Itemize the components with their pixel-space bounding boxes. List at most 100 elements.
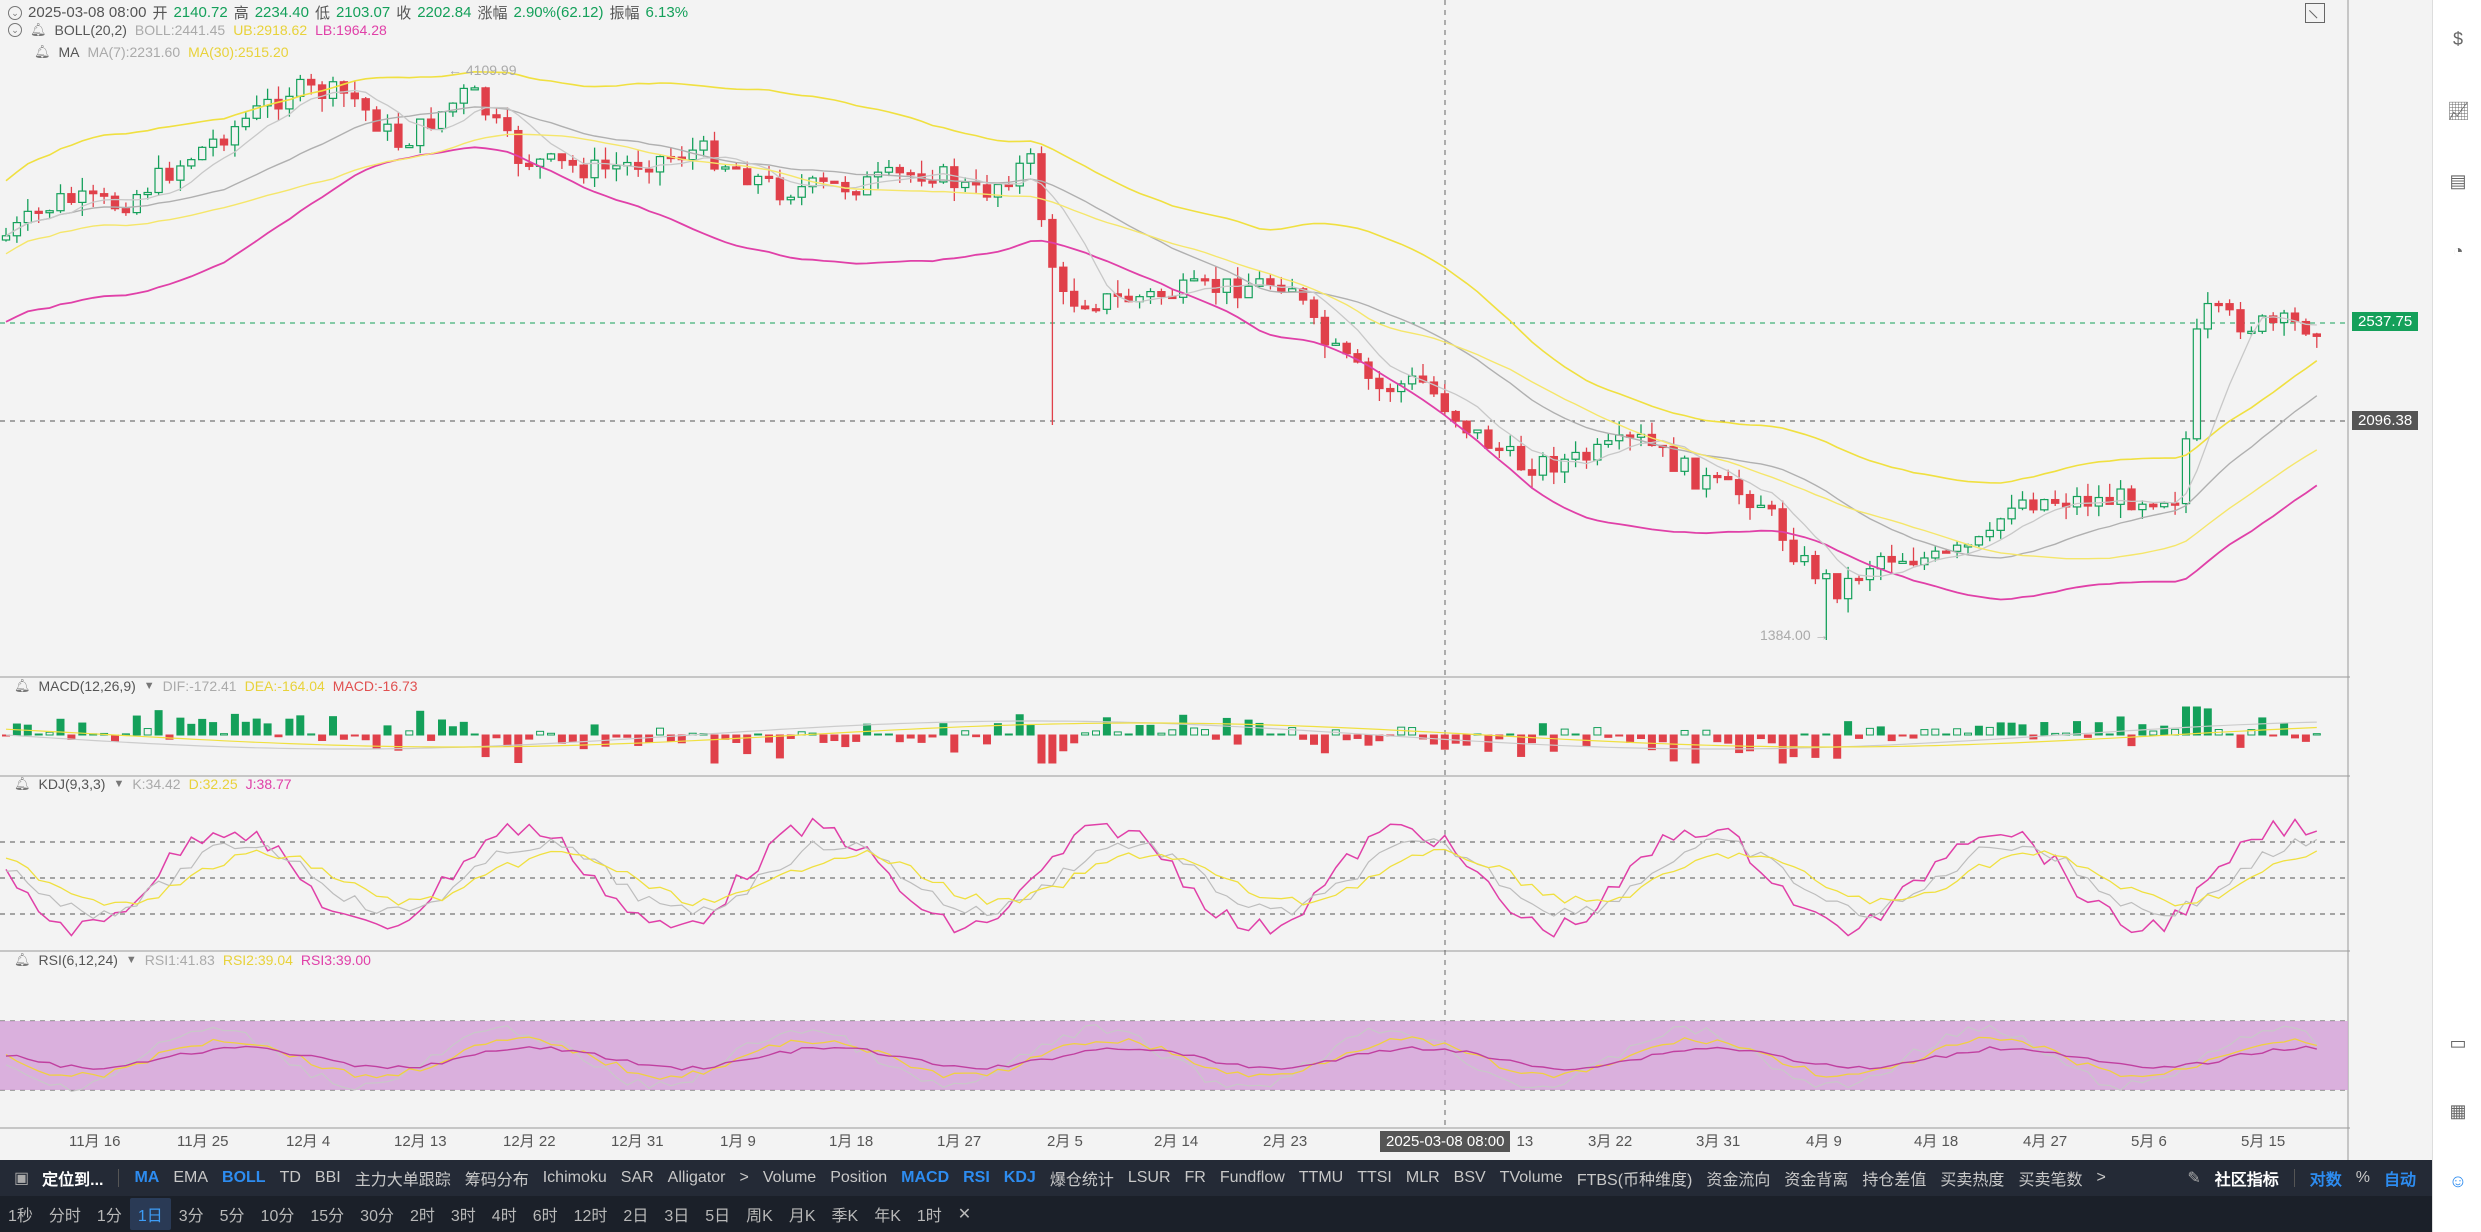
indicator-item[interactable]: BOLL <box>222 1169 266 1186</box>
indicator-item[interactable]: Alligator <box>667 1169 726 1186</box>
grid-icon[interactable]: ▦ <box>2449 1101 2467 1121</box>
indicator-item[interactable]: 买卖笔数 <box>2018 1172 2083 1189</box>
locate-button[interactable]: 定位到... <box>42 1172 104 1189</box>
candlestick-chart[interactable]: 4191.293716.313295.162921.732590.632297.… <box>0 0 2350 1160</box>
indicator-item[interactable]: > <box>2096 1169 2106 1186</box>
timeframe-item[interactable]: 5分 <box>219 1208 245 1225</box>
caret-down-icon[interactable]: ▼ <box>143 680 155 692</box>
indicator-item[interactable]: MACD <box>901 1169 950 1186</box>
community-indicators-button[interactable]: 社区指标 <box>2214 1172 2279 1189</box>
timeframe-item[interactable]: 12时 <box>573 1208 608 1225</box>
timeframe-item[interactable]: 10分 <box>260 1208 295 1225</box>
indicator-item[interactable]: 筹码分布 <box>464 1172 529 1189</box>
x-tick-label: 12月 4 <box>286 1133 330 1150</box>
candle <box>1048 214 1057 425</box>
indicator-item[interactable]: FTBS(币种维度) <box>1576 1172 1693 1189</box>
timeframe-item[interactable]: 3时 <box>450 1208 476 1225</box>
indicator-item[interactable]: MA <box>134 1169 160 1186</box>
indicator-item[interactable]: 资金流向 <box>1706 1172 1771 1189</box>
candle-body <box>1854 577 1864 582</box>
timeframe-item[interactable]: 季K <box>831 1208 859 1225</box>
indicator-item[interactable]: Volume <box>762 1169 817 1186</box>
candle-body <box>1702 474 1711 490</box>
indicator-item[interactable]: TTMU <box>1298 1169 1344 1186</box>
chart-area[interactable]: 4191.293716.313295.162921.732590.632297.… <box>0 0 2350 1160</box>
macd-dea-value: DEA:-164.04 <box>244 678 325 694</box>
timeframe-item[interactable]: 15分 <box>310 1208 345 1225</box>
bell-icon[interactable]: 🔔︎ <box>14 678 31 693</box>
candle <box>1037 146 1046 227</box>
indicator-item[interactable]: 资金背离 <box>1784 1172 1849 1189</box>
ma-legend[interactable]: 🔔︎ MA MA(7):2231.60 MA(30):2515.20 <box>34 44 289 60</box>
timeframe-item[interactable]: 6时 <box>532 1208 558 1225</box>
timeframe-item[interactable]: 3日 <box>664 1208 690 1225</box>
timeframe-item[interactable]: 2日 <box>623 1208 649 1225</box>
indicator-item[interactable]: BBI <box>314 1169 341 1186</box>
timeframe-item[interactable]: 周K <box>746 1208 773 1225</box>
chevron-down-icon[interactable]: ⌄ <box>8 23 22 37</box>
timeframe-item[interactable]: 2时 <box>409 1208 435 1225</box>
timeframe-item[interactable]: 3分 <box>178 1208 204 1225</box>
indicator-item[interactable]: SAR <box>620 1169 654 1186</box>
auto-scale-toggle[interactable]: 自动 <box>2383 1172 2416 1189</box>
timeframe-item[interactable]: 30分 <box>360 1208 394 1225</box>
indicator-item[interactable]: EMA <box>173 1169 209 1186</box>
trend-chart-icon[interactable]: 📈︎ <box>2447 101 2470 121</box>
macd-bar <box>1702 729 1711 736</box>
gauge-icon[interactable]: ◔ <box>2452 241 2464 261</box>
indicator-item[interactable]: FR <box>1184 1169 1206 1186</box>
macd-bar <box>1026 724 1035 736</box>
caret-down-icon[interactable]: ▼ <box>125 954 137 966</box>
indicator-item[interactable]: Fundflow <box>1219 1169 1285 1186</box>
candle-body <box>437 111 447 130</box>
indicator-item[interactable]: TTSI <box>1357 1169 1392 1186</box>
grid-small-icon[interactable]: ▣ <box>14 1170 30 1187</box>
indicator-item[interactable]: KDJ <box>1003 1169 1036 1186</box>
timeframe-item[interactable]: ✕ <box>957 1206 972 1223</box>
log-scale-toggle[interactable]: 对数 <box>2309 1172 2342 1189</box>
boll-legend[interactable]: ⌄ 🔔︎ BOLL(20,2) BOLL:2441.45 UB:2918.62 … <box>8 22 387 38</box>
bell-icon[interactable]: 🔔︎ <box>14 952 31 967</box>
indicator-item[interactable]: > <box>739 1169 749 1186</box>
indicator-item[interactable]: Position <box>830 1169 888 1186</box>
indicator-item[interactable]: Ichimoku <box>542 1169 607 1186</box>
caret-down-icon[interactable]: ▼ <box>113 778 125 790</box>
bell-icon[interactable]: 🔔︎ <box>14 776 31 791</box>
indicator-item[interactable]: MLR <box>1405 1169 1440 1186</box>
bell-icon[interactable]: 🔔︎ <box>30 22 47 37</box>
candle-body <box>1320 316 1330 346</box>
timeframe-item[interactable]: 1日 <box>129 1198 171 1230</box>
indicator-item[interactable]: 持仓差值 <box>1862 1172 1927 1189</box>
timeframe-item[interactable]: 1时 <box>916 1208 942 1225</box>
edit-icon[interactable]: ✎ <box>2187 1170 2201 1187</box>
indicator-item[interactable]: LSUR <box>1127 1169 1171 1186</box>
rsi-legend[interactable]: 🔔︎ RSI(6,12,24) ▼ RSI1:41.83 RSI2:39.04 … <box>14 952 371 968</box>
timeframe-item[interactable]: 1分 <box>96 1208 122 1225</box>
timeframe-item[interactable]: 5日 <box>705 1208 731 1225</box>
dollar-icon[interactable]: $ <box>2452 29 2463 49</box>
macd-legend[interactable]: 🔔︎ MACD(12,26,9) ▼ DIF:-172.41 DEA:-164.… <box>14 678 418 694</box>
indicator-item[interactable]: 爆仓统计 <box>1049 1172 1114 1189</box>
indicator-item[interactable]: 主力大单跟踪 <box>354 1172 451 1189</box>
timeframe-item[interactable]: 1秒 <box>8 1208 33 1225</box>
robot-icon[interactable]: ☺ <box>2448 1171 2468 1191</box>
panel-icon[interactable]: ▤ <box>2449 171 2467 191</box>
indicator-item[interactable]: BSV <box>1453 1169 1486 1186</box>
kdj-legend[interactable]: 🔔︎ KDJ(9,3,3) ▼ K:34.42 D:32.25 J:38.77 <box>14 776 292 792</box>
chevron-down-icon[interactable]: ⌄ <box>8 5 22 20</box>
indicator-item[interactable]: 买卖热度 <box>1940 1172 2005 1189</box>
timeframe-item[interactable]: 分时 <box>48 1208 81 1225</box>
x-tick-label: 1月 27 <box>937 1133 981 1150</box>
layout-icon[interactable]: ▭ <box>2449 1033 2467 1053</box>
indicator-item[interactable]: TD <box>279 1169 301 1186</box>
timeframe-item[interactable]: 月K <box>788 1208 816 1225</box>
macd-bar <box>1070 734 1079 744</box>
macd-dea-line <box>5 722 2317 748</box>
fullscreen-icon[interactable] <box>2305 3 2325 23</box>
indicator-item[interactable]: RSI <box>963 1169 990 1186</box>
indicator-item[interactable]: TVolume <box>1499 1169 1563 1186</box>
timeframe-item[interactable]: 4时 <box>491 1208 517 1225</box>
percent-scale-toggle[interactable]: % <box>2355 1169 2370 1186</box>
timeframe-item[interactable]: 年K <box>874 1208 901 1225</box>
bell-icon[interactable]: 🔔︎ <box>34 44 51 59</box>
